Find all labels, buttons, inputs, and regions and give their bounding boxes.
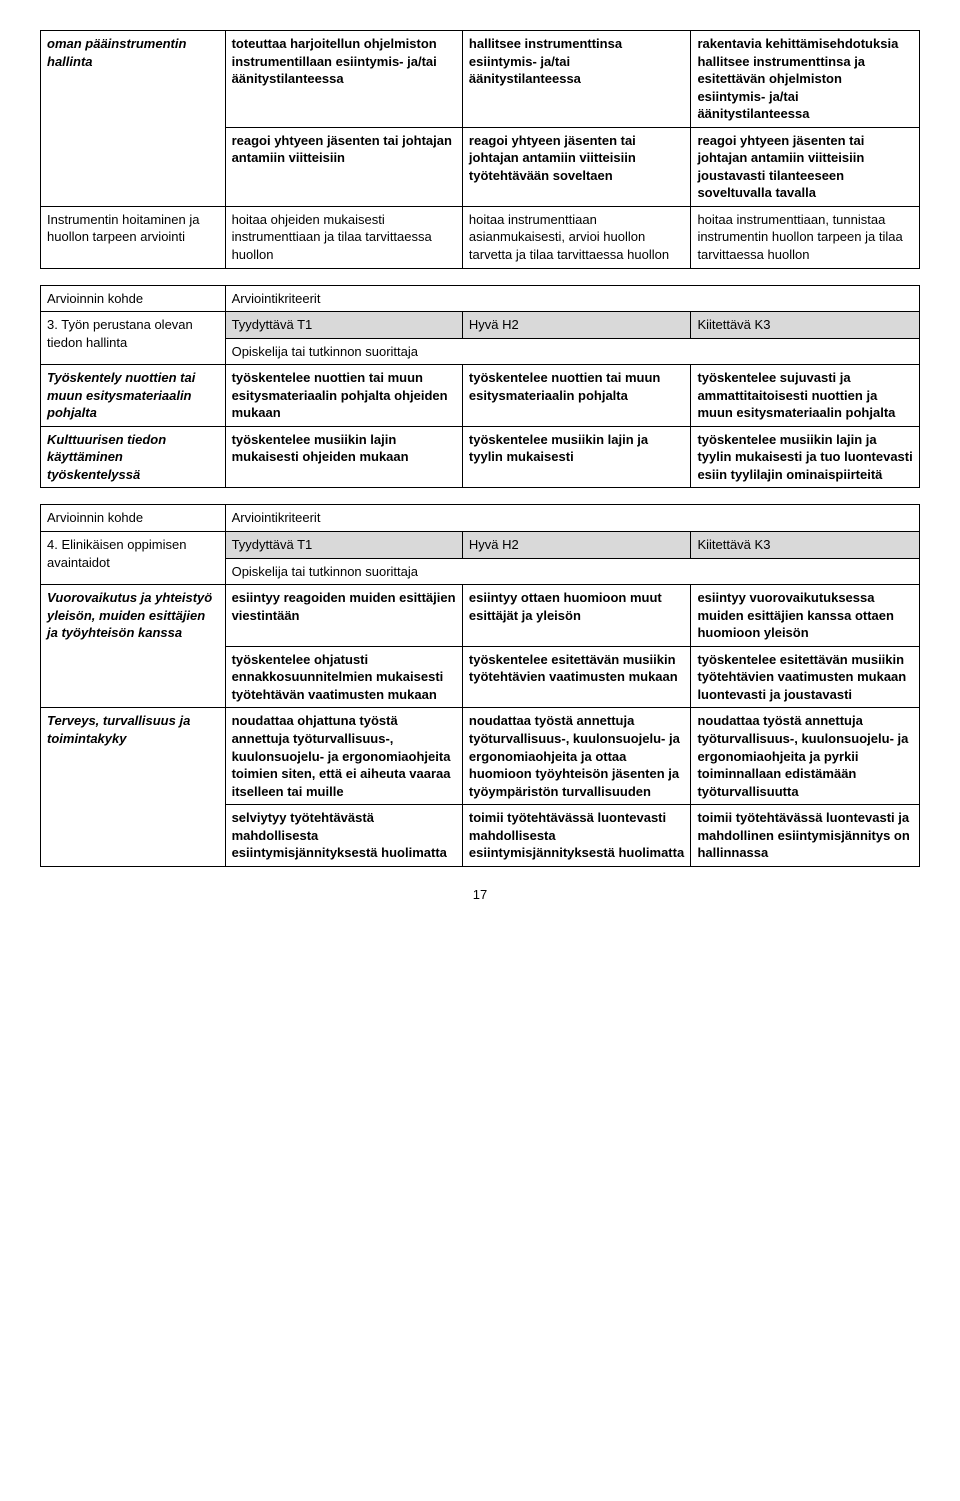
t1-r3-c1: Instrumentin hoitaminen ja huollon tarpe…: [41, 206, 226, 268]
t1-r3-c4: hoitaa instrumenttiaan, tunnistaa instru…: [691, 206, 920, 268]
t3-r1-c3: esiintyy ottaen huomioon muut esittäjät …: [462, 585, 691, 647]
t3-r2-c4: työskentelee esitettävän musiikin työteh…: [691, 646, 920, 708]
t1-r1-c4a: rakentavia kehittämisehdotuksia: [697, 36, 898, 51]
table-3: Arvioinnin kohde Arviointikriteerit 4. E…: [40, 504, 920, 866]
t3-r2-c2: työskentelee ohjatusti ennakkosuunnitelm…: [225, 646, 462, 708]
t2-r2-c2: työskentelee musiikin lajin mukaisesti o…: [225, 426, 462, 488]
t2-h2: Arviointikriteerit: [225, 285, 919, 312]
t1-r1-c3: hallitsee instrumenttinsa esiintymis- ja…: [462, 31, 691, 128]
t3-r1-c4: esiintyy vuorovaikutuksessa muiden esitt…: [691, 585, 920, 647]
t2-r2-c3: työskentelee musiikin lajin ja tyylin mu…: [462, 426, 691, 488]
t3-sub1: 4. Elinikäisen oppimisen avaintaidot: [41, 532, 226, 585]
t3-r1-c2: esiintyy reagoiden muiden esittäjien vie…: [225, 585, 462, 647]
t3-t1: Tyydyttävä T1: [225, 532, 462, 559]
t1-r2-c3: reagoi yhtyeen jäsenten tai johtajan ant…: [462, 127, 691, 206]
t2-r2-c1: Kulttuurisen tiedon käyttäminen työskent…: [41, 426, 226, 488]
t3-r2-c1: [41, 646, 226, 708]
t3-h2: Arviointikriteerit: [225, 505, 919, 532]
t3-r3-c4: noudattaa työstä annettuja työturvallisu…: [691, 708, 920, 805]
t3-r4-c3: toimii työtehtävässä luontevasti mahdoll…: [462, 805, 691, 867]
t2-r1-c4: työskentelee sujuvasti ja ammattitaitois…: [691, 365, 920, 427]
t1-r1-c1: oman pääinstrumentin hallinta: [41, 31, 226, 128]
t3-r1-c1: Vuorovaikutus ja yhteistyö yleisön, muid…: [41, 585, 226, 647]
t1-r1-c4: rakentavia kehittämisehdotuksia hallitse…: [691, 31, 920, 128]
t1-r2-c2: reagoi yhtyeen jäsenten tai johtajan ant…: [225, 127, 462, 206]
t1-r1-c2: toteuttaa harjoitellun ohjelmiston instr…: [225, 31, 462, 128]
t2-t3: Kiitettävä K3: [691, 312, 920, 339]
t3-sub2: Opiskelija tai tutkinnon suorittaja: [225, 558, 919, 585]
t2-t2: Hyvä H2: [462, 312, 691, 339]
t3-t3: Kiitettävä K3: [691, 532, 920, 559]
t3-r3-c1: Terveys, turvallisuus ja toimintakyky: [41, 708, 226, 805]
t3-h1: Arvioinnin kohde: [41, 505, 226, 532]
t3-r4-c1: [41, 805, 226, 867]
t2-r1-c3: työskentelee nuottien tai muun esitysmat…: [462, 365, 691, 427]
t1-r1-c4b: hallitsee instrumenttinsa ja esitettävän…: [697, 54, 865, 122]
t2-h1: Arvioinnin kohde: [41, 285, 226, 312]
t3-r3-c2: noudattaa ohjattuna työstä annettuja työ…: [225, 708, 462, 805]
t2-sub2: Opiskelija tai tutkinnon suorittaja: [225, 338, 919, 365]
t1-r2-c1: [41, 127, 226, 206]
t2-r1-c1: Työskentely nuottien tai muun esitysmate…: [41, 365, 226, 427]
t3-t2: Hyvä H2: [462, 532, 691, 559]
t1-r3-c3: hoitaa instrumenttiaan asianmukaisesti, …: [462, 206, 691, 268]
table-1: oman pääinstrumentin hallinta toteuttaa …: [40, 30, 920, 269]
t1-r2-c4: reagoi yhtyeen jäsenten tai johtajan ant…: [691, 127, 920, 206]
t2-sub1: 3. Työn perustana olevan tiedon hallinta: [41, 312, 226, 365]
t2-r1-c2: työskentelee nuottien tai muun esitysmat…: [225, 365, 462, 427]
t1-r3-c2: hoitaa ohjeiden mukaisesti instrumenttia…: [225, 206, 462, 268]
table-2: Arvioinnin kohde Arviointikriteerit 3. T…: [40, 285, 920, 489]
t2-t1: Tyydyttävä T1: [225, 312, 462, 339]
t3-r4-c4: toimii työtehtävässä luontevasti ja mahd…: [691, 805, 920, 867]
t3-r4-c2: selviytyy työtehtävästä mahdollisesta es…: [225, 805, 462, 867]
t3-r3-c3: noudattaa työstä annettuja työturvallisu…: [462, 708, 691, 805]
page-number: 17: [40, 887, 920, 902]
t2-r2-c4: työskentelee musiikin lajin ja tyylin mu…: [691, 426, 920, 488]
t3-r2-c3: työskentelee esitettävän musiikin työteh…: [462, 646, 691, 708]
